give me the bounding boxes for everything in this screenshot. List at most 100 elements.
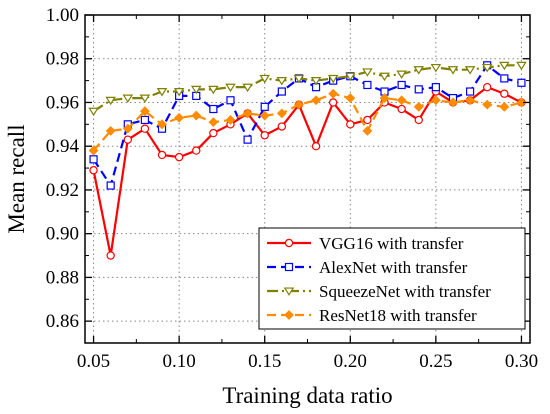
data-point xyxy=(311,141,321,151)
data-point xyxy=(414,85,423,94)
data-point xyxy=(328,98,338,107)
data-point xyxy=(190,85,202,95)
data-point xyxy=(105,125,116,136)
y-tick-label: 0.94 xyxy=(46,136,80,157)
data-point xyxy=(105,96,116,106)
legend: VGG16 with transfer AlexNet with transfer… xyxy=(258,227,526,330)
data-point xyxy=(397,80,406,90)
data-point xyxy=(294,99,304,110)
data-point xyxy=(140,115,150,125)
x-tick-label: 0.05 xyxy=(77,351,110,372)
data-point xyxy=(89,166,98,175)
data-point xyxy=(209,104,218,114)
series-3 xyxy=(88,88,527,156)
data-point xyxy=(310,77,322,86)
data-point xyxy=(242,83,253,93)
y-tick-label: 0.98 xyxy=(46,49,79,70)
data-point xyxy=(397,104,406,114)
data-point xyxy=(311,95,321,106)
data-point xyxy=(447,66,459,75)
legend-marker xyxy=(283,287,295,296)
x-axis-title: Training data ratio xyxy=(222,383,392,408)
data-point xyxy=(328,88,339,99)
x-tick-label: 0.20 xyxy=(334,351,367,372)
data-point xyxy=(362,125,373,136)
data-point xyxy=(209,128,218,138)
data-point xyxy=(430,95,441,106)
data-point xyxy=(363,80,372,90)
data-point xyxy=(173,87,185,97)
data-point xyxy=(243,135,252,144)
data-point xyxy=(396,70,407,79)
data-point xyxy=(157,119,167,130)
x-tick-label: 0.10 xyxy=(163,351,196,372)
data-point xyxy=(174,112,185,123)
data-point xyxy=(482,99,493,110)
data-point xyxy=(363,115,372,125)
legend-label: SqueezeNet with transfer xyxy=(319,282,491,301)
data-point xyxy=(156,87,168,97)
data-point xyxy=(157,150,167,160)
data-point xyxy=(225,83,236,93)
data-point xyxy=(345,93,356,104)
data-point xyxy=(431,83,440,92)
y-tick-label: 0.90 xyxy=(46,224,79,245)
data-point xyxy=(122,123,133,134)
y-tick-label: 0.86 xyxy=(46,311,79,332)
data-point xyxy=(500,74,509,83)
data-point xyxy=(345,72,356,82)
x-tick-label: 0.30 xyxy=(505,351,538,372)
plot-series xyxy=(88,61,527,260)
data-point xyxy=(191,110,202,121)
y-tick-label: 1.00 xyxy=(46,5,79,26)
x-tick-label: 0.25 xyxy=(419,351,452,372)
data-point xyxy=(122,94,134,104)
data-point xyxy=(517,78,526,87)
data-point xyxy=(414,115,423,125)
data-point xyxy=(499,101,510,112)
data-point xyxy=(174,152,184,162)
data-point xyxy=(379,72,390,82)
data-point xyxy=(139,106,150,117)
data-point xyxy=(483,82,492,92)
data-point xyxy=(327,74,339,84)
data-point xyxy=(346,120,355,129)
data-point xyxy=(413,101,424,112)
data-point xyxy=(89,155,98,164)
data-point xyxy=(242,108,253,119)
legend-label: ResNet18 with transfer xyxy=(319,306,477,325)
series-2 xyxy=(88,61,527,117)
data-point xyxy=(500,89,509,98)
data-point xyxy=(516,61,527,71)
data-point xyxy=(259,74,270,84)
data-point xyxy=(413,66,425,75)
data-point xyxy=(260,131,269,140)
data-point xyxy=(259,110,270,121)
data-point xyxy=(277,122,287,131)
data-point xyxy=(208,117,219,128)
data-point xyxy=(465,87,475,96)
data-point xyxy=(293,74,305,84)
data-point xyxy=(481,63,493,73)
series-0 xyxy=(89,82,526,260)
data-point xyxy=(396,95,407,106)
legend-marker xyxy=(284,310,294,320)
x-tick-label: 0.15 xyxy=(248,351,281,372)
data-point xyxy=(123,135,132,144)
data-point xyxy=(464,66,476,75)
data-point xyxy=(448,97,458,108)
y-tick-label: 0.88 xyxy=(46,267,79,288)
data-point xyxy=(226,96,235,105)
data-point xyxy=(208,85,219,95)
legend-marker xyxy=(284,262,294,272)
y-tick-label: 0.92 xyxy=(46,180,79,201)
data-point xyxy=(362,68,373,77)
data-point xyxy=(260,102,269,111)
legend-marker xyxy=(284,238,294,248)
data-point xyxy=(277,87,286,96)
data-point xyxy=(430,63,442,73)
legend-label: AlexNet with transfer xyxy=(319,258,468,277)
data-point xyxy=(276,108,287,119)
y-tick-label: 0.96 xyxy=(46,92,79,113)
legend-label: VGG16 with transfer xyxy=(319,234,464,253)
